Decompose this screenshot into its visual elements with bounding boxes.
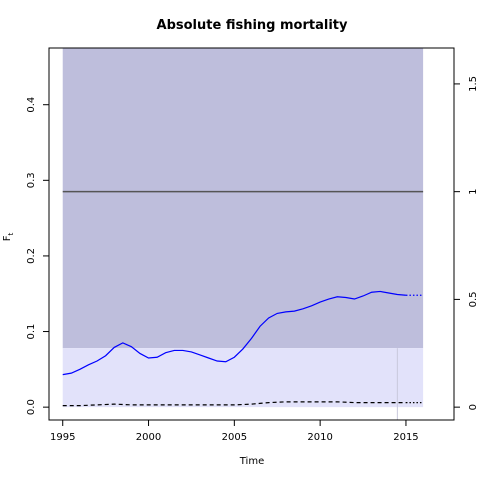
axes: 1995 2000 2005 2010 2015 0.0 0.1 0.2 0.3 0.4 0 0.5 1…: [26, 76, 479, 443]
right-y-tick-label: 0: [468, 404, 479, 410]
y-tick-label: 0.2: [26, 248, 37, 264]
x-tick-label: 2015: [393, 432, 418, 443]
right-y-tick-label: 1: [468, 188, 479, 194]
y-tick-label: 0.3: [26, 172, 37, 188]
plot-frame: [48, 47, 455, 421]
x-axis-label: Time: [239, 456, 264, 467]
x-tick-label: 2005: [222, 432, 247, 443]
y-tick-label: 0.0: [26, 399, 37, 415]
chart-title: Absolute fishing mortality: [157, 18, 348, 33]
series-line-1: [62, 290, 407, 376]
plot-area: [62, 48, 424, 420]
x-tick-label: 2010: [307, 432, 332, 443]
y-tick-label: 0.4: [26, 97, 37, 113]
y-tick-label: 0.1: [26, 324, 37, 340]
right-y-tick-label: 1.5: [468, 76, 479, 92]
series-line-3: [62, 401, 406, 407]
x-tick-label: 2000: [136, 432, 161, 443]
lower-band: [62, 348, 424, 408]
x-tick-label: 1995: [50, 432, 75, 443]
upper-band: [62, 48, 424, 349]
y-axis-label: Ft: [2, 232, 15, 241]
right-y-tick-label: 0.5: [468, 291, 479, 307]
